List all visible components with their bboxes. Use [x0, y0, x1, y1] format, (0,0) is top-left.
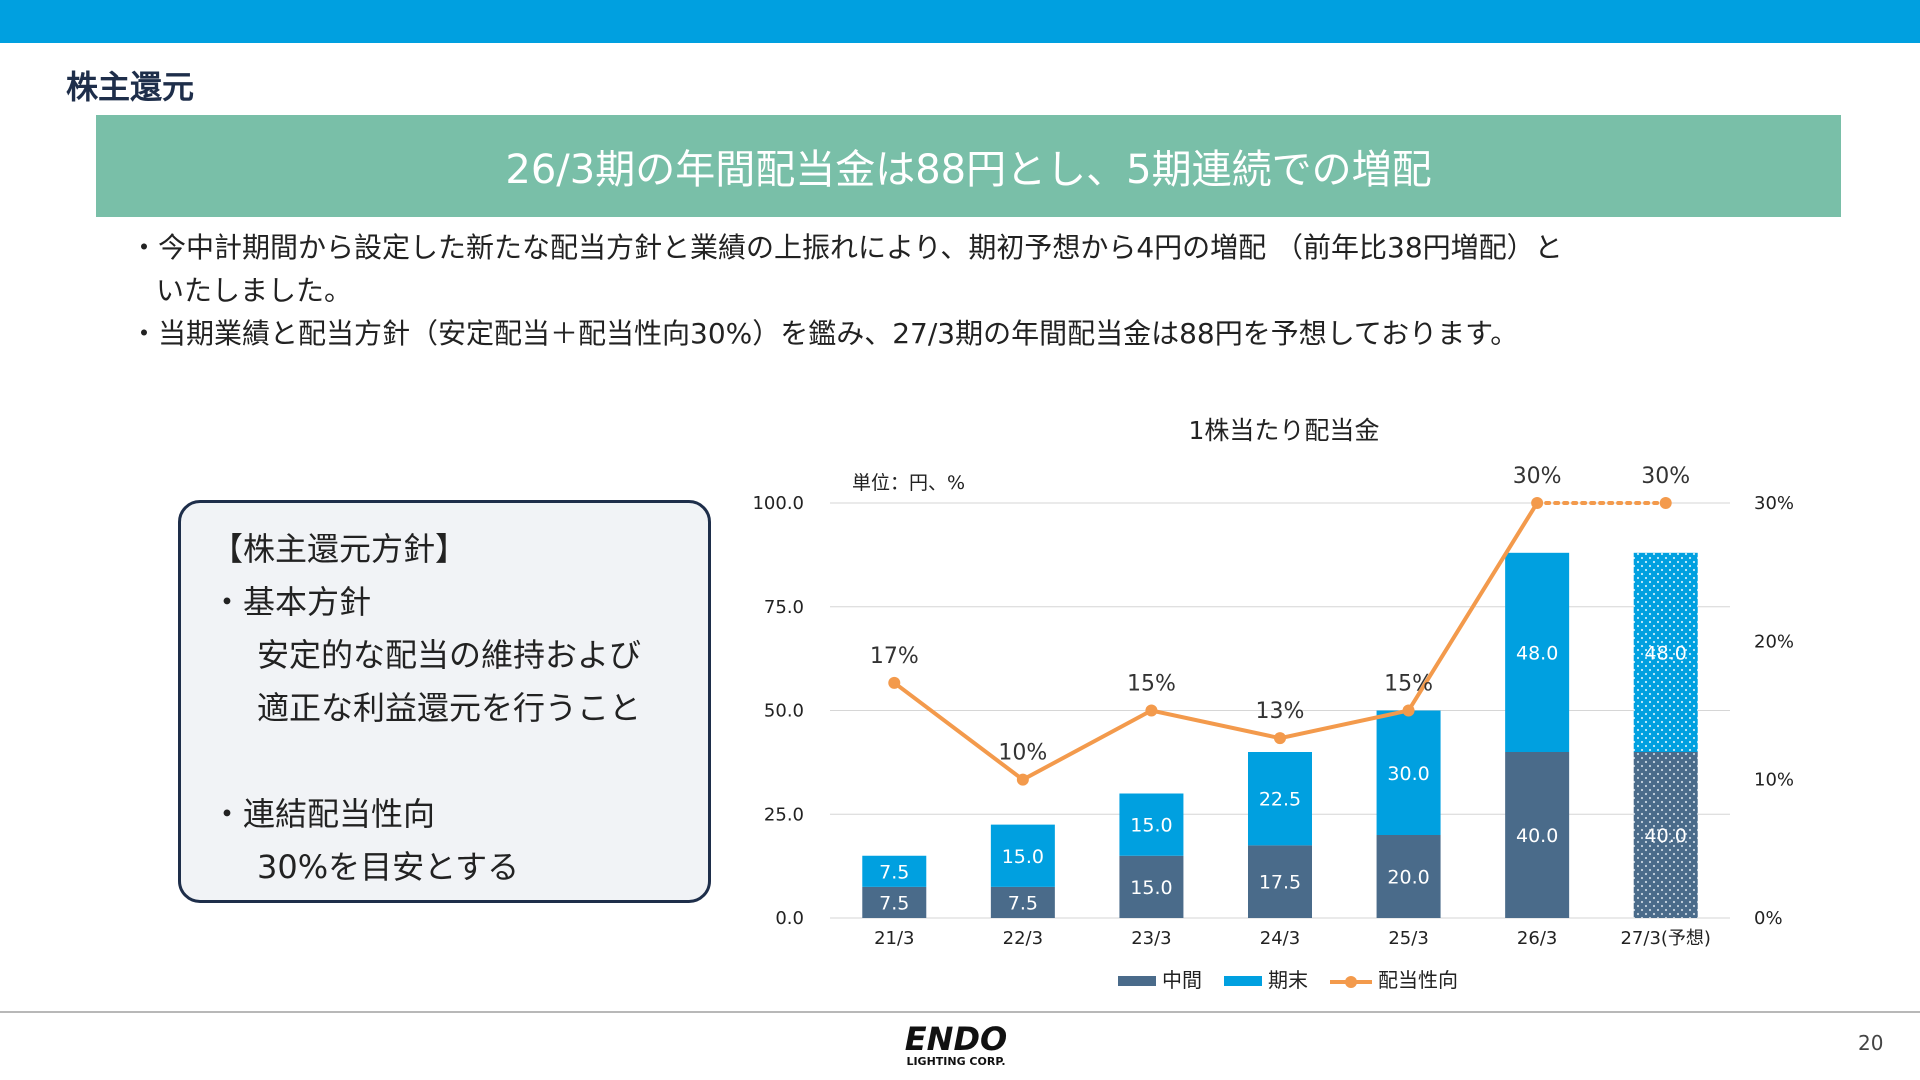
legend-year-end-swatch: [1224, 976, 1262, 986]
bar-interim-label: 7.5: [879, 892, 909, 914]
x-tick-label: 22/3: [1003, 928, 1043, 949]
bar-interim-label: 40.0: [1645, 825, 1687, 847]
bar-year-end: [1505, 552, 1570, 752]
legend-interim-swatch: [1118, 976, 1156, 986]
headline-text: 26/3期の年間配当金は88円とし、5期連続での増配: [505, 147, 1432, 193]
payout-ratio-label: 30%: [1641, 464, 1690, 489]
bar-interim-label: 17.5: [1259, 872, 1301, 894]
x-tick-label: 24/3: [1260, 928, 1300, 949]
bullet-1-line-2: いたしました。: [156, 274, 353, 307]
bar-year-end: [990, 824, 1055, 887]
bar-interim: [1633, 752, 1698, 918]
payout-ratio-line: [893, 501, 1539, 783]
top-accent-bar: [0, 0, 1920, 43]
bullet-2: ・当期業績と配当方針（安定配当＋配当性向30%）を鑑み、27/3期の年間配当金は…: [130, 317, 1519, 350]
bar-year-end-label: 30.0: [1387, 763, 1429, 785]
bar-interim: [1376, 835, 1441, 918]
bar-year-end: [1633, 552, 1698, 752]
dividend-per-share-chart: 1株当たり配当金 単位：円、% 7.5 7.5 7.5 15.0 15.0 15.0 17.…: [752, 416, 1794, 992]
legend-interim-label: 中間: [1162, 968, 1202, 992]
bar-interim: [990, 886, 1055, 918]
summary-bullets: ・今中計期間から設定した新たな配当方針と業績の上振れにより、期初予想から4円の増…: [130, 226, 1770, 355]
footer-divider: [0, 1011, 1920, 1013]
payout-ratio-point: [1402, 704, 1415, 717]
logo-subtext: LIGHTING CORP.: [906, 1055, 1005, 1068]
x-tick-label: 23/3: [1131, 928, 1171, 949]
y-left-tick-label: 50.0: [764, 701, 804, 722]
y-right-tick-label: 20%: [1754, 631, 1794, 652]
bar-year-end: [862, 855, 927, 887]
bar-year-end-label: 7.5: [879, 861, 909, 883]
legend-payout-marker: [1345, 976, 1357, 988]
company-logo: ENDO LIGHTING CORP.: [905, 1022, 1007, 1068]
shareholder-return-policy-box: 【株主還元方針】 ・基本方針 安定的な配当の維持および 適正な利益還元を行うこと…: [178, 500, 711, 903]
payout-ratio-point: [1531, 497, 1544, 509]
bar-interim-label: 40.0: [1516, 825, 1558, 847]
bar-year-end: [1119, 793, 1184, 856]
page-number: 20: [1858, 1031, 1884, 1055]
y-right-tick-label: 10%: [1754, 770, 1794, 791]
y-left-tick-label: 0.0: [775, 908, 804, 929]
x-tick-label: 21/3: [874, 928, 914, 949]
bar-interim: [1505, 752, 1570, 918]
payout-ratio-label: 17%: [870, 644, 919, 669]
logo-wordmark: ENDO: [905, 1022, 1007, 1058]
basic-policy-title: ・基本方針: [211, 583, 372, 621]
chart-title: 1株当たり配当金: [1189, 416, 1380, 445]
payout-ratio-label: 30%: [1513, 464, 1562, 489]
bar-year-end: [1248, 752, 1312, 846]
legend-year-end-label: 期末: [1268, 968, 1308, 992]
bar-interim-label: 15.0: [1130, 877, 1172, 899]
bar-year-end: [1376, 710, 1441, 835]
bar-year-end-label: 48.0: [1516, 642, 1558, 664]
policy-heading: 【株主還元方針】: [211, 530, 468, 568]
payout-ratio-point: [1274, 732, 1286, 745]
y-left-tick-label: 25.0: [764, 804, 804, 825]
x-tick-label: 27/3(予想): [1620, 928, 1710, 949]
y-left-tick-label: 100.0: [752, 493, 804, 514]
y-right-tick-label: 0%: [1754, 908, 1783, 929]
payout-ratio-label: 13%: [1256, 699, 1305, 724]
payout-ratio-label: 10%: [998, 741, 1047, 766]
bar-interim: [862, 886, 927, 918]
payout-ratio-title: ・連結配当性向: [211, 795, 436, 833]
chart-unit-label: 単位：円、%: [852, 472, 965, 494]
payout-ratio-label: 15%: [1127, 672, 1176, 697]
payout-ratio-point: [888, 676, 901, 689]
bullet-1-line-1: ・今中計期間から設定した新たな配当方針と業績の上振れにより、期初予想から4円の増…: [130, 231, 1563, 264]
legend-payout-label: 配当性向: [1378, 968, 1458, 992]
bar-year-end-label: 15.0: [1002, 846, 1044, 868]
payout-ratio-label: 15%: [1384, 672, 1433, 697]
page-title: 株主還元: [66, 68, 195, 106]
payout-ratio-point: [1659, 497, 1672, 509]
bar-interim-label: 7.5: [1008, 892, 1038, 914]
payout-ratio-point: [1016, 773, 1029, 786]
y-right-tick-label: 30%: [1754, 493, 1794, 514]
basic-policy-line-1: 安定的な配当の維持および: [257, 636, 642, 674]
bar-year-end-label: 15.0: [1130, 815, 1172, 837]
bar-year-end-label: 22.5: [1259, 789, 1301, 811]
bar-interim-label: 20.0: [1387, 867, 1429, 889]
payout-ratio-line-1: 30%を目安とする: [257, 848, 520, 886]
payout-ratio-point: [1145, 704, 1158, 717]
bar-interim: [1119, 855, 1184, 918]
x-tick-label: 26/3: [1517, 928, 1557, 949]
y-left-tick-label: 75.0: [764, 597, 804, 618]
headline-banner: 26/3期の年間配当金は88円とし、5期連続での増配: [96, 115, 1841, 217]
bar-interim: [1248, 845, 1312, 918]
x-tick-label: 25/3: [1388, 928, 1428, 949]
bar-year-end-label: 48.0: [1645, 642, 1687, 664]
basic-policy-line-2: 適正な利益還元を行うこと: [257, 689, 642, 727]
